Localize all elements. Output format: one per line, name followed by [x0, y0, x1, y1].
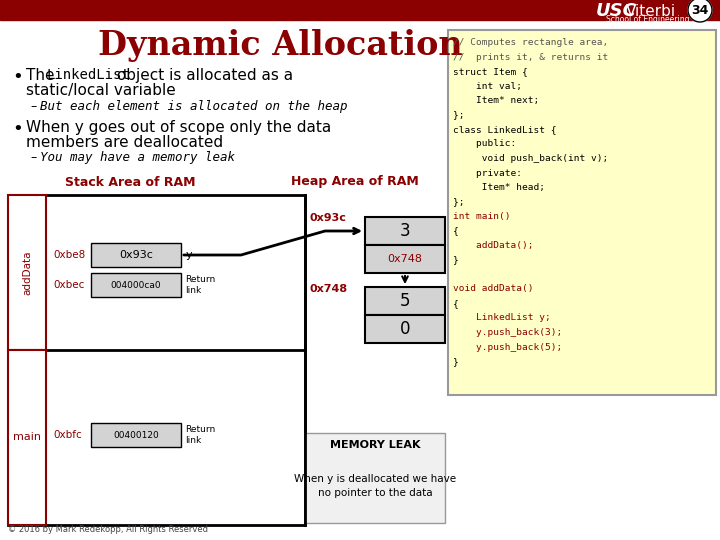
Text: You may have a memory leak: You may have a memory leak	[40, 151, 235, 164]
Text: But each element is allocated on the heap: But each element is allocated on the hea…	[40, 100, 348, 113]
Text: Item* next;: Item* next;	[453, 96, 539, 105]
Circle shape	[688, 0, 712, 22]
Text: 5: 5	[400, 292, 410, 310]
Text: 0xbe8: 0xbe8	[53, 250, 85, 260]
Text: 0xbfc: 0xbfc	[53, 430, 82, 440]
Text: object is allocated as a: object is allocated as a	[112, 68, 293, 83]
Text: LinkedList y;: LinkedList y;	[453, 314, 551, 322]
Text: Dynamic Allocation: Dynamic Allocation	[98, 29, 462, 62]
Text: public:: public:	[453, 139, 516, 148]
Bar	[365, 217, 445, 245]
Text: Item* head;: Item* head;	[453, 183, 545, 192]
Text: //  prints it, & returns it: // prints it, & returns it	[453, 52, 608, 62]
Text: Return
link: Return link	[185, 425, 215, 445]
Text: USC: USC	[596, 2, 637, 20]
Text: private:: private:	[453, 168, 522, 178]
Circle shape	[688, 0, 712, 22]
Text: main: main	[13, 433, 41, 442]
Text: School of Engineering: School of Engineering	[606, 15, 690, 24]
Text: int main(): int main()	[453, 212, 510, 221]
Text: };: };	[453, 198, 464, 206]
Text: Return
link: Return link	[185, 275, 215, 295]
Text: y.push_back(3);: y.push_back(3);	[453, 328, 562, 337]
Text: © 2016 by Mark Redekopp, All Rights Reserved: © 2016 by Mark Redekopp, All Rights Rese…	[8, 525, 208, 534]
Text: 0x93c: 0x93c	[310, 213, 347, 223]
Bar	[365, 245, 445, 273]
Text: 0x93c: 0x93c	[119, 250, 153, 260]
Bar	[448, 30, 716, 395]
Bar	[91, 273, 181, 297]
Text: int val;: int val;	[453, 82, 522, 91]
Text: The: The	[26, 68, 59, 83]
Text: y.push_back(5);: y.push_back(5);	[453, 342, 562, 352]
Text: 0x748: 0x748	[387, 254, 423, 264]
Text: 0: 0	[400, 320, 410, 338]
Text: 0xbec: 0xbec	[53, 280, 84, 290]
Text: {: {	[453, 299, 459, 308]
Text: 3: 3	[400, 222, 410, 240]
Text: // Computes rectangle area,: // Computes rectangle area,	[453, 38, 608, 47]
Bar	[91, 243, 181, 267]
Text: 00400120: 00400120	[113, 430, 159, 440]
Bar	[8, 195, 305, 525]
Text: 0x748: 0x748	[310, 284, 348, 294]
Bar	[8, 350, 46, 525]
Text: When y goes out of scope only the data: When y goes out of scope only the data	[26, 120, 331, 135]
Text: void push_back(int v);: void push_back(int v);	[453, 154, 608, 163]
Text: struct Item {: struct Item {	[453, 67, 528, 76]
Bar	[365, 315, 445, 343]
Bar	[0, 0, 720, 20]
Text: •: •	[12, 68, 23, 86]
Text: Viterbi: Viterbi	[626, 3, 676, 18]
Bar	[365, 287, 445, 315]
Text: LinkedList: LinkedList	[47, 68, 131, 82]
Text: members are deallocated: members are deallocated	[26, 135, 223, 150]
Text: addData();: addData();	[453, 241, 534, 250]
Text: void addData(): void addData()	[453, 285, 534, 294]
Bar	[8, 195, 46, 350]
Text: class LinkedList {: class LinkedList {	[453, 125, 557, 134]
Text: }: }	[453, 357, 459, 366]
Text: };: };	[453, 111, 464, 119]
Text: When y is deallocated we have
no pointer to the data: When y is deallocated we have no pointer…	[294, 474, 456, 498]
Text: •: •	[12, 120, 23, 138]
Text: –: –	[30, 100, 36, 113]
Text: y: y	[186, 250, 193, 260]
Bar	[305, 433, 445, 523]
Text: MEMORY LEAK: MEMORY LEAK	[330, 440, 420, 450]
Text: {: {	[453, 226, 459, 235]
Text: 004000ca0: 004000ca0	[111, 280, 161, 289]
Text: 34: 34	[691, 3, 708, 17]
Text: –: –	[30, 151, 36, 164]
Text: Stack Area of RAM: Stack Area of RAM	[65, 176, 195, 188]
Bar	[91, 423, 181, 447]
Text: addData: addData	[22, 250, 32, 295]
Text: Heap Area of RAM: Heap Area of RAM	[291, 176, 419, 188]
Text: }: }	[453, 255, 459, 265]
Text: static/local variable: static/local variable	[26, 83, 176, 98]
